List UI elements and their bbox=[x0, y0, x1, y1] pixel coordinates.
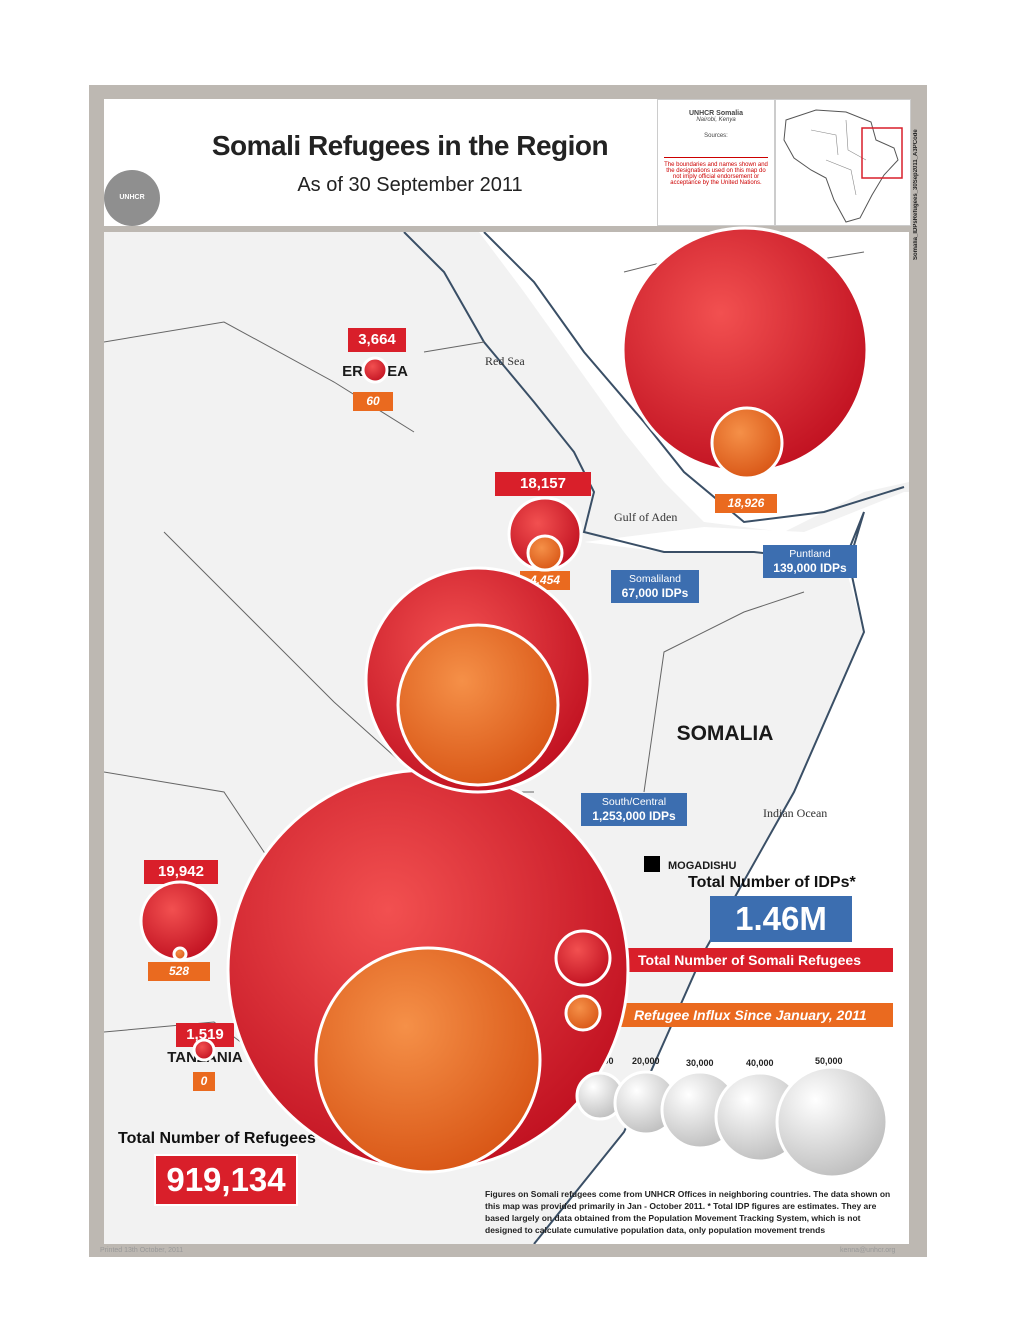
djibouti-label: DJIBOUTI bbox=[509, 516, 580, 533]
indian-ocean-label: Indian Ocean bbox=[763, 806, 828, 820]
total-refugee-value: 919,134 bbox=[154, 1154, 298, 1206]
contact-email: kenna@unhcr.org bbox=[840, 1247, 896, 1254]
mogadishu-label: MOGADISHU bbox=[668, 860, 737, 872]
yemen-label: YEMEN bbox=[718, 373, 772, 390]
disclaimer-text: The boundaries and names shown and the d… bbox=[664, 157, 768, 186]
kenya-label: KENYA bbox=[409, 913, 461, 930]
total-idp-label: Total Number of IDPs* bbox=[688, 874, 856, 891]
tanzania-label: TANZANIA bbox=[167, 1049, 243, 1066]
eritrea-label: ERITREA bbox=[342, 363, 408, 380]
tanzania-refugee-count: 1,519 bbox=[176, 1023, 234, 1047]
ethiopia-influx: 87,754 bbox=[449, 708, 509, 727]
somaliland-name: Somaliland bbox=[629, 573, 681, 585]
sources-title: Sources: bbox=[704, 133, 728, 139]
somaliland-idp-box: Somaliland 67,000 IDPs bbox=[611, 570, 699, 603]
gulf-of-aden-label: Gulf of Aden bbox=[614, 510, 678, 524]
page-subtitle: As of 30 September 2011 bbox=[297, 174, 523, 196]
puntland-idps: 139,000 IDPs bbox=[773, 561, 847, 575]
scale-label-5: 50,000 bbox=[815, 1056, 843, 1066]
uganda-label: UGANDA bbox=[149, 913, 215, 930]
footnote: Figures on Somali refugees come from UNH… bbox=[485, 1189, 891, 1235]
eritrea-influx: 60 bbox=[353, 392, 393, 411]
uganda-refugee-count: 19,942 bbox=[144, 860, 218, 884]
capital-marker bbox=[644, 856, 660, 872]
total-refugee-label: Total Number of Refugees bbox=[118, 1130, 316, 1147]
focus-box bbox=[861, 127, 903, 179]
printed-date: Printed 13th October, 2011 bbox=[100, 1247, 184, 1254]
ethiopia-label: ETHIOPIA bbox=[444, 681, 516, 698]
coastline bbox=[403, 232, 866, 1244]
djibouti-refugee-count: 18,157 bbox=[495, 472, 591, 496]
south-central-idps: 1,253,000 IDPs bbox=[592, 809, 676, 823]
somalia-label: SOMALIA bbox=[676, 722, 774, 745]
yemen-refugee-count: 196,917 bbox=[692, 342, 802, 366]
page-title: Somali Refugees in the Region bbox=[211, 130, 609, 161]
puntland-idp-box: Puntland 139,000 IDPs bbox=[763, 545, 857, 578]
uganda-influx: 528 bbox=[148, 962, 210, 981]
map-code: Somalia_IDPsRefugees_30Sep2011_A3PCode bbox=[913, 129, 919, 260]
legend-influx: Refugee Influx Since January, 2011 bbox=[618, 1003, 893, 1027]
kenya-refugee-count: 509,363 bbox=[380, 885, 490, 909]
tanzania-influx: 0 bbox=[193, 1072, 215, 1091]
scale-label-1: 10,000 bbox=[586, 1056, 614, 1066]
legend-refugees: Total Number of Somali Refugees bbox=[618, 948, 893, 972]
djibouti-influx: 4,454 bbox=[520, 571, 570, 590]
unhcr-logo: UNHCR bbox=[104, 170, 160, 226]
info-box: UNHCR Somalia Nairobi, Kenya Sources: Th… bbox=[657, 99, 775, 226]
africa-inset-map bbox=[775, 99, 911, 226]
scale-label-3: 30,000 bbox=[686, 1058, 714, 1068]
ethiopia-refugee-count: 169,572 bbox=[430, 594, 540, 618]
south-central-name: South/Central bbox=[601, 796, 667, 808]
scale-label-4: 40,000 bbox=[746, 1058, 774, 1068]
indian-ocean-water bbox=[534, 492, 909, 1244]
office-location: Nairobi, Kenya bbox=[696, 117, 736, 123]
puntland-name: Puntland bbox=[789, 548, 831, 560]
kenya-influx: 151,981 bbox=[383, 1056, 475, 1075]
office-name: UNHCR Somalia bbox=[688, 110, 744, 117]
south-central-idp-box: South/Central 1,253,000 IDPs bbox=[581, 793, 687, 826]
yemen-influx: 18,926 bbox=[715, 494, 777, 513]
africa-outline bbox=[783, 109, 903, 223]
scale-label-2: 20,000 bbox=[632, 1056, 660, 1066]
total-idp-value: 1.46M bbox=[710, 896, 852, 942]
eritrea-refugee-count: 3,664 bbox=[348, 328, 406, 352]
somaliland-idps: 67,000 IDPs bbox=[621, 586, 689, 600]
red-sea-label: Red Sea bbox=[485, 354, 525, 368]
